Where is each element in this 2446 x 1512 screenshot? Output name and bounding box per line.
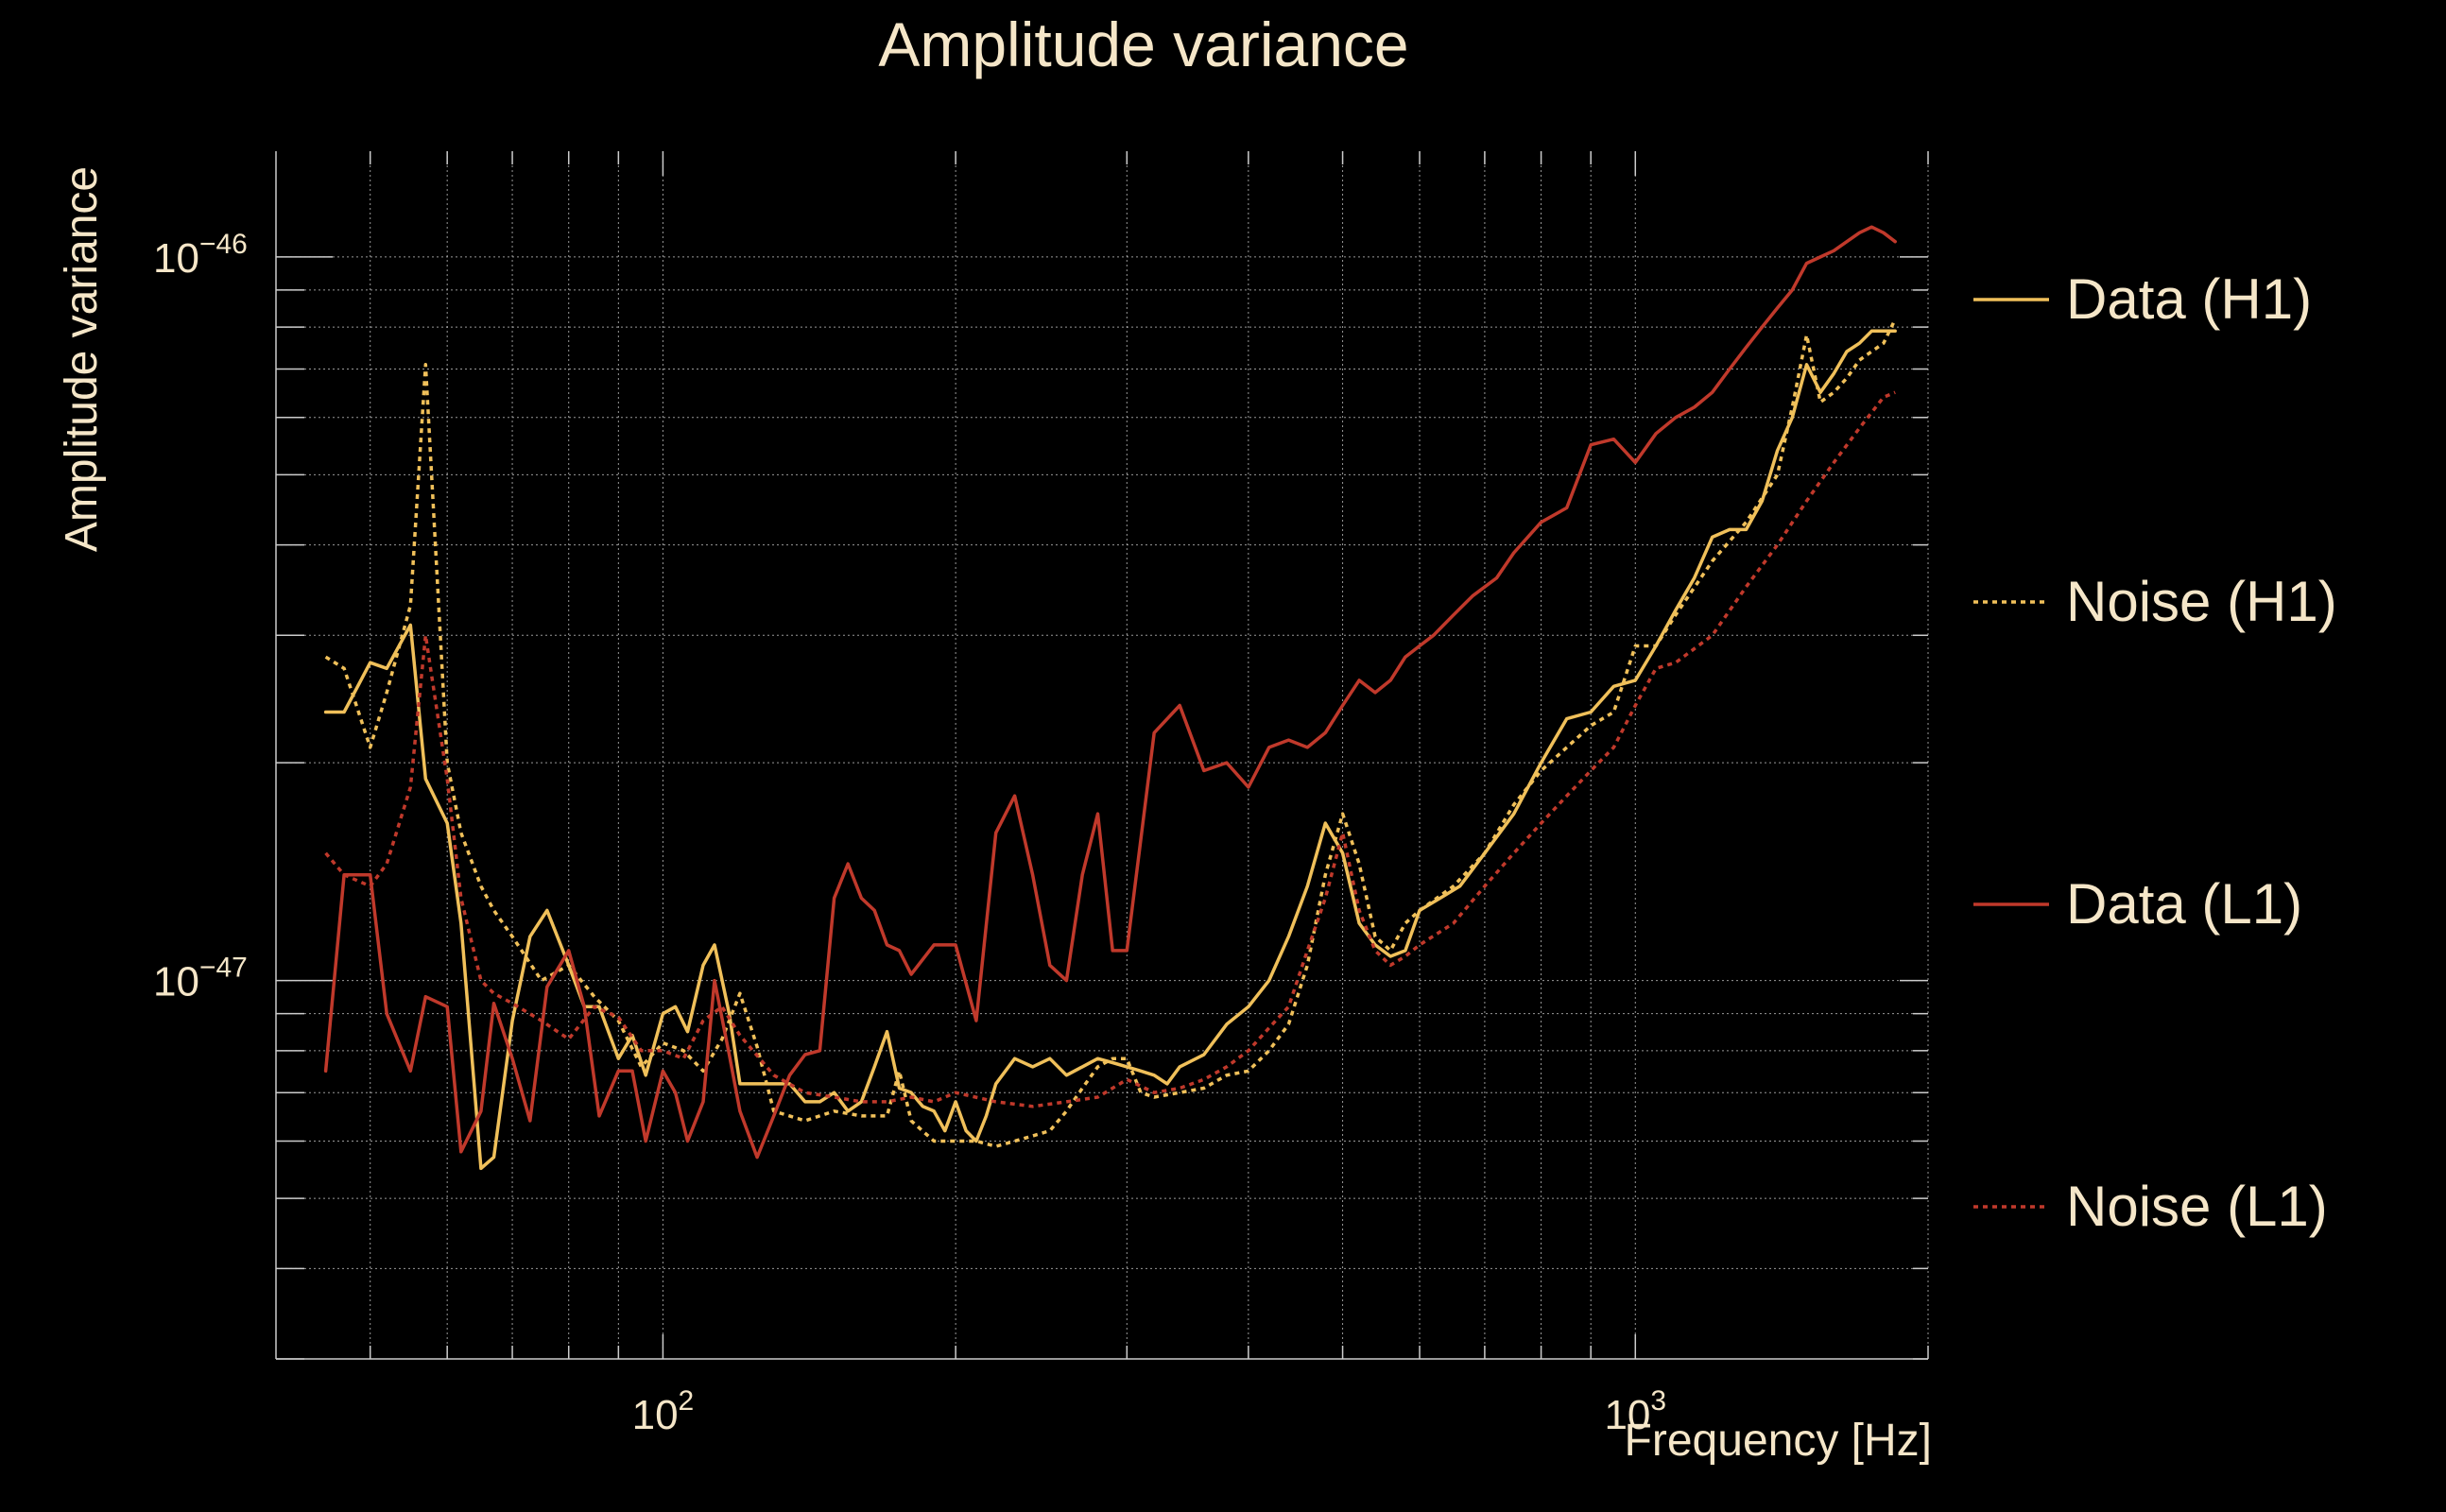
x-tick-label: 102 [632, 1385, 695, 1438]
legend-label: Data (H1) [2066, 267, 2312, 331]
legend-label: Data (L1) [2066, 872, 2302, 936]
axes [275, 151, 1929, 1360]
series-line-2 [323, 225, 1897, 1160]
y-tick-label: 10−46 [153, 229, 248, 282]
chart-title: Amplitude variance [878, 9, 1408, 79]
legend: Data (H1) Noise (H1) Data (L1) Noise (L1) [1973, 267, 2337, 1238]
series-line-3 [324, 390, 1896, 1108]
legend-label: Noise (H1) [2066, 570, 2337, 633]
y-tick-label: 10−47 [153, 953, 248, 1005]
tick-labels: 10−47 10−46 102 103 [153, 229, 1666, 1438]
legend-label: Noise (L1) [2066, 1175, 2328, 1238]
x-axis-label: Frequency [Hz] [1625, 1416, 1932, 1466]
series-lines [323, 225, 1897, 1171]
y-axis-label: Amplitude variance [57, 166, 107, 552]
x-tick-label: 103 [1604, 1385, 1666, 1438]
series-line-1 [324, 318, 1897, 1148]
